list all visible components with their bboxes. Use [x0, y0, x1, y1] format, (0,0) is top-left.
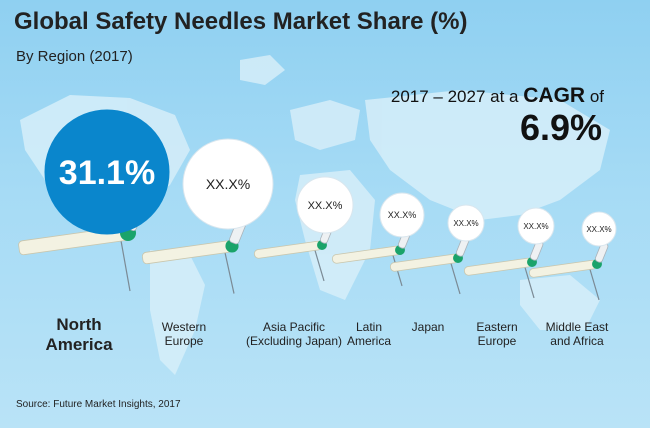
- region-label-north-america: North America: [45, 315, 113, 354]
- value-label-western-europe: XX.X%: [206, 176, 250, 192]
- needle-shaft: [119, 234, 131, 292]
- bubble-japan: [447, 204, 485, 242]
- needle-japan: [389, 236, 470, 295]
- needle-shaft: [449, 259, 461, 295]
- value-label-asia-pacific-excluding-japan: XX.X%: [308, 200, 343, 212]
- bubble-western-europe: [182, 138, 274, 230]
- cagr-label: CAGR: [523, 84, 586, 107]
- bubble-asia-pacific-excluding-japan: [296, 176, 354, 234]
- chart-title: Global Safety Needles Market Share (%): [14, 8, 468, 35]
- region-label-japan: Japan: [411, 320, 445, 334]
- bubble-latin-america: [379, 192, 425, 238]
- cagr-prefix: at a: [490, 87, 519, 106]
- syringe-barrel: [141, 240, 233, 265]
- bubble-middle-east-and-africa: [581, 211, 617, 247]
- syringe-barrel: [528, 259, 598, 278]
- syringe-barrel: [463, 257, 533, 276]
- region-label-latin-america: Latin America: [346, 320, 392, 348]
- region-label-eastern-europe: Eastern Europe: [476, 320, 518, 348]
- needle-shaft: [223, 247, 235, 294]
- value-label-eastern-europe: XX.X%: [523, 222, 548, 231]
- value-label-north-america: 31.1%: [59, 154, 155, 192]
- needle-shaft: [588, 265, 600, 301]
- syringe-barrel: [331, 245, 401, 264]
- needle-shaft: [313, 246, 325, 282]
- value-label-middle-east-and-africa: XX.X%: [586, 225, 611, 234]
- chart-subtitle: By Region (2017): [16, 48, 133, 65]
- region-label-western-europe: Western Europe: [161, 320, 207, 348]
- region-label-asia-pacific-excluding-japan: Asia Pacific (Excluding Japan): [245, 320, 343, 348]
- cagr-value: 6.9%: [519, 107, 602, 148]
- needle-middle-east-and-africa: [528, 242, 609, 301]
- bubble-eastern-europe: [517, 207, 555, 245]
- syringe-barrel: [389, 253, 459, 272]
- needle-shaft: [523, 263, 535, 299]
- cagr-caption: 2017 – 2027 at a CAGR of: [391, 84, 604, 108]
- region-label-middle-east-and-africa: Middle East and Africa: [545, 320, 609, 348]
- cagr-suffix: of: [589, 87, 604, 106]
- cagr-period: 2017 – 2027: [390, 87, 486, 106]
- syringe-barrel: [253, 240, 323, 259]
- value-label-latin-america: XX.X%: [388, 210, 417, 220]
- bubble-north-america: [44, 109, 170, 235]
- value-label-japan: XX.X%: [453, 219, 478, 228]
- needle-latin-america: [331, 228, 412, 287]
- source-note: Source: Future Market Insights, 2017: [16, 399, 181, 410]
